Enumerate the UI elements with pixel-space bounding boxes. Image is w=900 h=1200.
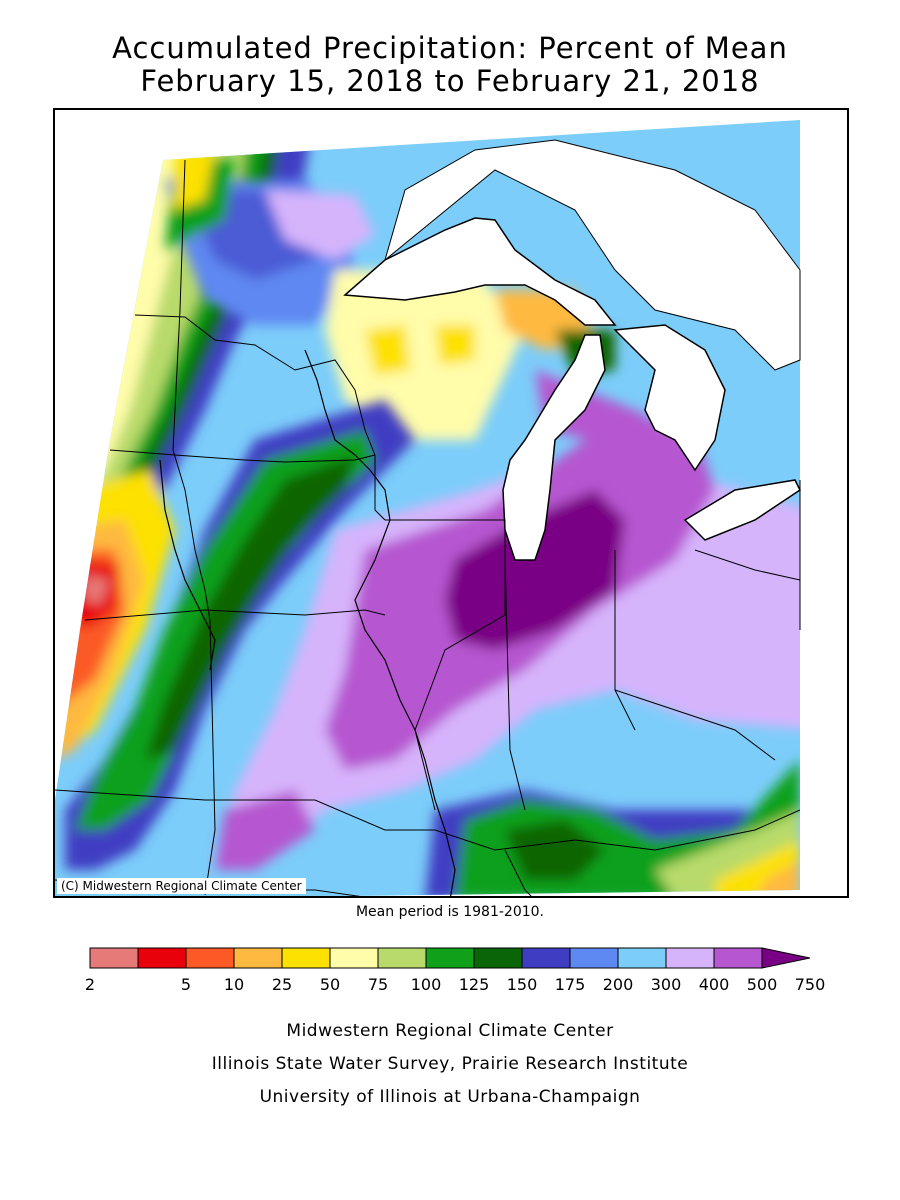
precipitation-map: (C) Midwestern Regional Climate Center <box>53 108 849 898</box>
legend-swatch <box>713 947 763 969</box>
footer-survey: Illinois State Water Survey, Prairie Res… <box>211 1054 689 1074</box>
mean-period-note: Mean period is 1981-2010. <box>355 904 545 920</box>
map-date-range: February 15, 2018 to February 21, 2018 <box>140 64 760 98</box>
legend-tick-label: 2 <box>85 975 95 994</box>
legend-swatch <box>377 947 427 969</box>
great-lakes <box>343 139 801 561</box>
legend-swatch <box>665 947 715 969</box>
legend-swatch <box>473 947 523 969</box>
legend-tick-label: 500 <box>747 975 778 994</box>
legend-tick-label: 75 <box>368 975 388 994</box>
footer-organization: Midwestern Regional Climate Center <box>286 1021 614 1041</box>
legend-swatch <box>521 947 571 969</box>
legend-tick-label: 10 <box>224 975 244 994</box>
legend-tick-label: 25 <box>272 975 292 994</box>
legend-swatch <box>569 947 619 969</box>
legend-swatch <box>617 947 667 969</box>
legend-tick-label: 400 <box>699 975 730 994</box>
map-title: Accumulated Precipitation: Percent of Me… <box>112 31 788 65</box>
legend-swatch <box>137 947 187 969</box>
footer-university: University of Illinois at Urbana-Champai… <box>259 1087 641 1107</box>
legend-swatch <box>281 947 331 969</box>
legend-swatch <box>233 947 283 969</box>
legend-graphic: 2 5 10 25 50 75 100 125 150 175 200 300 400 500 750 <box>85 947 826 994</box>
legend-tick-label: 100 <box>411 975 442 994</box>
river-boundaries <box>159 349 456 896</box>
legend-tick-label: 300 <box>651 975 682 994</box>
legend-overflow-arrow <box>761 947 811 969</box>
color-legend: 2 5 10 25 50 75 100 125 150 175 200 300 400 500 750 <box>80 940 840 1000</box>
legend-swatch <box>89 947 139 969</box>
legend-swatch <box>425 947 475 969</box>
legend-tick-label: 750 <box>795 975 826 994</box>
legend-tick-label: 125 <box>459 975 490 994</box>
legend-tick-label: 175 <box>555 975 586 994</box>
legend-swatch <box>185 947 235 969</box>
legend-tick-label: 5 <box>181 975 191 994</box>
legend-tick-label: 150 <box>507 975 538 994</box>
precipitation-map-graphic <box>55 120 801 896</box>
copyright-label: (C) Midwestern Regional Climate Center <box>57 878 306 894</box>
legend-swatch <box>329 947 379 969</box>
legend-tick-label: 50 <box>320 975 340 994</box>
legend-tick-label: 200 <box>603 975 634 994</box>
